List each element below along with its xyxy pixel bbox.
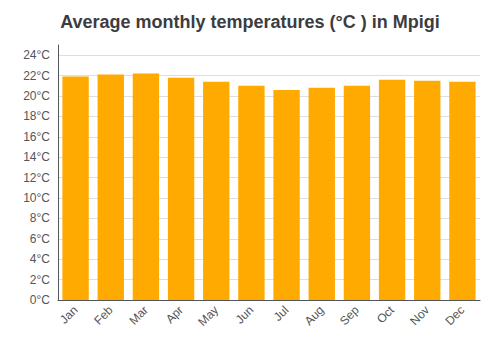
svg-text:Jul: Jul <box>271 303 292 324</box>
svg-text:18°C: 18°C <box>23 109 50 123</box>
svg-text:22°C: 22°C <box>23 69 50 83</box>
svg-text:Apr: Apr <box>163 303 186 326</box>
svg-text:8°C: 8°C <box>30 211 50 225</box>
svg-text:24°C: 24°C <box>23 48 50 62</box>
svg-text:20°C: 20°C <box>23 89 50 103</box>
svg-text:2°C: 2°C <box>30 273 50 287</box>
svg-text:16°C: 16°C <box>23 130 50 144</box>
svg-text:10°C: 10°C <box>23 191 50 205</box>
svg-text:Nov: Nov <box>407 303 432 328</box>
svg-text:Jan: Jan <box>57 303 81 327</box>
svg-text:14°C: 14°C <box>23 150 50 164</box>
svg-text:Mar: Mar <box>126 303 151 327</box>
svg-text:Feb: Feb <box>91 303 116 328</box>
svg-text:4°C: 4°C <box>30 252 50 266</box>
svg-text:Jun: Jun <box>233 303 257 327</box>
svg-text:Dec: Dec <box>442 303 467 328</box>
svg-text:Sep: Sep <box>337 303 362 328</box>
svg-text:6°C: 6°C <box>30 232 50 246</box>
svg-text:Average monthly temperatures (: Average monthly temperatures (°C ) in Mp… <box>60 12 440 32</box>
svg-text:Aug: Aug <box>302 303 327 328</box>
svg-text:May: May <box>195 303 221 329</box>
svg-text:Oct: Oct <box>374 303 398 327</box>
svg-text:12°C: 12°C <box>23 171 50 185</box>
svg-text:0°C: 0°C <box>30 293 50 307</box>
